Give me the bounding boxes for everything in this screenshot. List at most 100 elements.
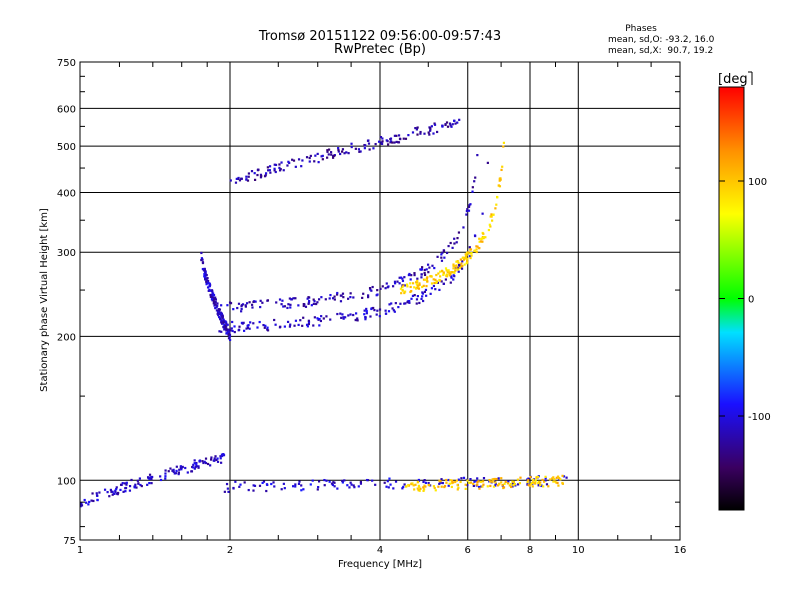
data-point [219,317,222,320]
data-point [246,326,249,329]
data-point [556,481,559,485]
data-point [465,209,468,213]
data-point [405,485,408,488]
data-point [278,326,282,329]
data-point [92,499,95,503]
stats-line-x: mean, sd,X: 90.7, 19.2 [608,46,713,56]
data-point [365,307,368,311]
data-point [421,295,424,298]
data-point [484,236,487,239]
data-point [317,485,320,489]
data-point [103,488,107,491]
data-point [340,316,343,319]
data-point [305,156,309,159]
data-point [365,478,369,482]
data-point [216,457,219,460]
data-point [125,483,128,486]
data-point [469,255,472,258]
data-point [498,483,501,486]
data-point [411,482,414,485]
data-point [492,485,496,488]
data-point [350,483,353,486]
data-point [433,486,436,490]
data-point [238,485,241,488]
data-point [433,123,437,126]
data-point [376,309,379,312]
data-point [220,330,223,333]
data-point [294,165,297,168]
data-point [542,480,546,483]
data-point [316,152,319,156]
data-point [478,240,481,243]
data-point [441,481,444,485]
data-point [379,287,382,290]
data-point [559,478,562,481]
data-point [423,273,427,277]
data-point [339,300,343,303]
data-point [453,119,456,122]
data-point [416,277,419,280]
data-point [488,478,491,482]
data-point [460,267,464,270]
data-point [427,481,430,485]
data-point [301,159,304,162]
data-point [527,479,530,482]
data-point [326,150,329,153]
data-point [297,482,301,485]
data-point [287,303,290,306]
colorbar-tick-label: 100 [748,177,767,188]
data-point [305,323,309,326]
data-point [336,487,339,490]
data-point [537,475,540,479]
grid-lines [80,62,680,540]
data-point [453,271,456,274]
data-point [429,275,432,278]
data-point [403,483,406,486]
data-point [262,480,266,483]
data-point [178,468,181,471]
data-point [316,301,319,304]
data-point [387,486,390,489]
data-point [448,271,452,274]
data-point [238,325,241,328]
data-point [456,260,459,263]
data-point [243,329,246,332]
data-point [263,326,266,329]
data-point [449,241,452,245]
data-point [463,263,466,266]
data-point [471,186,474,189]
data-point [441,124,444,127]
y-tick-labels: 75 100 200 300 400 500 600 750 [57,58,76,547]
data-point [367,296,370,299]
data-point [510,485,513,489]
data-point [220,320,223,324]
data-point [460,477,463,480]
data-point [317,161,320,164]
data-point [227,333,230,336]
data-point [472,482,475,486]
data-point [341,292,345,295]
data-point [471,190,474,193]
data-point [393,141,396,144]
data-point [214,307,217,310]
data-point [430,125,433,128]
data-point [319,319,323,323]
data-point [402,137,405,140]
data-point [473,480,476,483]
data-point [393,310,396,313]
data-point [504,480,507,483]
data-point [169,467,172,470]
data-point [427,483,430,487]
data-point [397,305,400,309]
data-point [424,485,427,488]
data-point [108,495,111,498]
data-point [422,299,425,303]
data-point [565,476,568,479]
data-point [454,269,457,272]
data-point [448,482,451,485]
data-point [357,148,361,151]
data-point [177,473,180,476]
data-point [222,453,225,456]
data-point [225,321,228,324]
data-point [124,490,127,493]
